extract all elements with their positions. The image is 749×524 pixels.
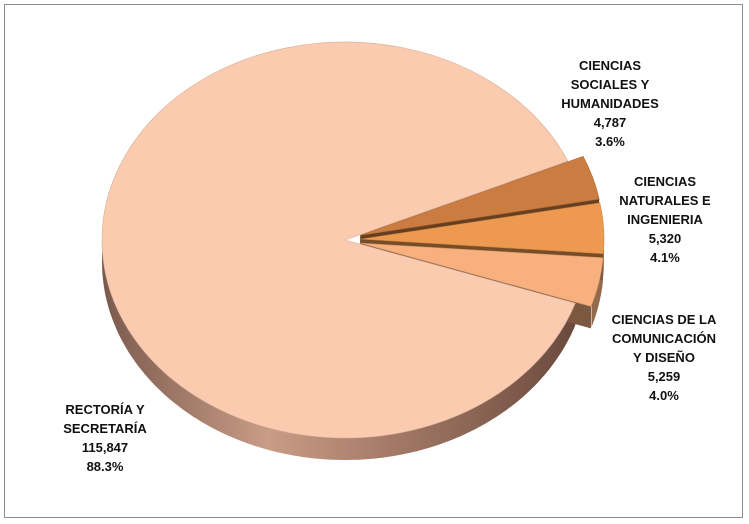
pie-slice-0 — [101, 41, 576, 439]
pie-slice-2 — [360, 202, 605, 255]
label-comunicacion-value: 5,259 — [647, 369, 681, 384]
label-naturales: CIENCIAS NATURALES E INGENIERIA 5,320 4.… — [600, 172, 730, 267]
label-sociales-line2: SOCIALES Y — [570, 77, 650, 92]
pie-slice-1 — [360, 155, 600, 236]
label-naturales-line3: INGENIERIA — [627, 212, 703, 227]
label-rectoria: RECTORÍA Y SECRETARÍA 115,847 88.3% — [40, 400, 170, 476]
label-sociales: CIENCIAS SOCIALES Y HUMANIDADES 4,787 3.… — [540, 56, 680, 151]
label-comunicacion-percent: 4.0% — [649, 388, 679, 403]
label-sociales-value: 4,787 — [593, 115, 627, 130]
label-naturales-value: 5,320 — [648, 231, 682, 246]
label-rectoria-line1: RECTORÍA Y — [65, 402, 145, 417]
label-rectoria-line2: SECRETARÍA — [63, 421, 147, 436]
label-comunicacion-line2: COMUNICACIÓN — [612, 331, 716, 346]
pie-side-3 — [591, 257, 603, 328]
label-naturales-line2: NATURALES E — [619, 193, 711, 208]
label-comunicacion-line3: Y DISEÑO — [633, 350, 695, 365]
label-naturales-line1: CIENCIAS — [633, 174, 697, 189]
label-sociales-line3: HUMANIDADES — [561, 96, 659, 111]
label-sociales-percent: 3.6% — [595, 134, 625, 149]
label-comunicacion: CIENCIAS DE LA COMUNICACIÓN Y DISEÑO 5,2… — [594, 310, 734, 405]
label-sociales-line1: CIENCIAS — [578, 58, 642, 73]
pie-slice-3 — [360, 242, 604, 307]
label-naturales-percent: 4.1% — [650, 250, 680, 265]
label-rectoria-percent: 88.3% — [86, 459, 124, 474]
label-comunicacion-line1: CIENCIAS DE LA — [611, 312, 717, 327]
label-rectoria-value: 115,847 — [81, 440, 129, 455]
